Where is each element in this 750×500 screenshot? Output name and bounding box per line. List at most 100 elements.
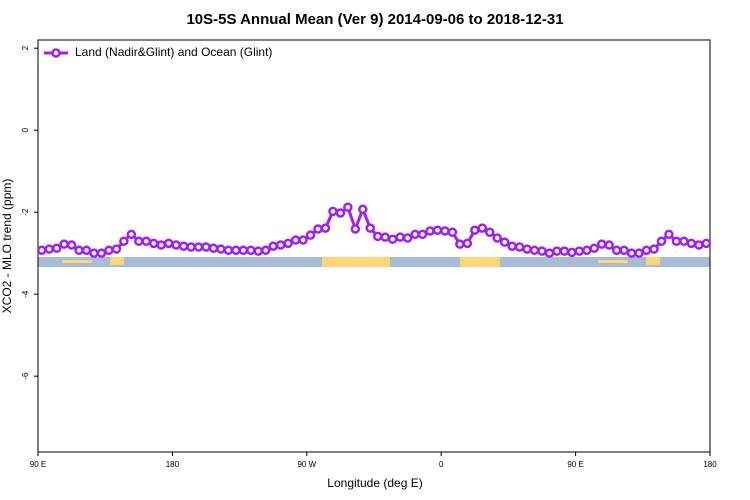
data-point	[365, 223, 376, 233]
y-tick-label: 0	[21, 127, 30, 132]
data-point	[387, 234, 398, 244]
x-axis-label: Longitude (deg E)	[327, 476, 422, 490]
data-point	[171, 240, 181, 250]
data-point	[328, 206, 338, 217]
data-point	[395, 232, 405, 242]
data-point	[216, 244, 226, 254]
data-point	[36, 245, 47, 256]
y-axis-label: XCO2 - MLO trend (ppm)	[0, 179, 14, 314]
data-point	[238, 245, 249, 256]
data-point	[163, 238, 174, 249]
data-point	[335, 208, 346, 218]
data-point	[81, 245, 92, 256]
data-point	[223, 245, 234, 256]
data-point	[649, 244, 659, 254]
data-point	[380, 232, 390, 242]
y-tick-label: 2	[21, 45, 30, 50]
data-point	[305, 230, 316, 240]
legend-marker	[51, 48, 61, 58]
data-point	[372, 231, 383, 242]
x-tick-label: 0	[439, 460, 444, 469]
x-tick-label: 180	[703, 460, 717, 469]
data-point	[589, 243, 600, 254]
data-point	[522, 244, 532, 254]
data-point	[447, 227, 458, 238]
data-point	[410, 229, 420, 240]
data-point	[641, 245, 652, 256]
data-point	[664, 229, 674, 240]
data-point	[492, 233, 502, 243]
data-point	[559, 246, 570, 256]
data-point	[208, 243, 219, 254]
data-point	[320, 223, 331, 233]
data-point	[432, 225, 443, 235]
data-point	[477, 223, 488, 233]
data-point	[134, 236, 144, 247]
data-point	[141, 236, 152, 247]
data-point	[514, 242, 525, 252]
data-point	[96, 248, 107, 258]
data-point	[611, 245, 622, 256]
data-point	[290, 235, 301, 245]
data-point	[358, 204, 368, 215]
map-strip	[38, 257, 710, 267]
data-point	[656, 236, 667, 247]
data-point	[634, 248, 644, 258]
data-point	[44, 244, 54, 254]
data-point	[268, 241, 278, 251]
data-point	[253, 246, 264, 256]
data-point	[544, 248, 555, 258]
data-point	[619, 245, 629, 256]
x-tick-label: 90 E	[567, 460, 583, 469]
data-point	[694, 240, 704, 250]
x-tick-label: 90 W	[297, 460, 316, 469]
data-point	[470, 225, 480, 235]
data-point	[104, 245, 114, 256]
data-point	[246, 245, 256, 256]
data-point	[701, 238, 712, 249]
data-point	[148, 238, 159, 249]
data-point	[567, 247, 577, 258]
data-point	[275, 240, 286, 250]
data-point	[626, 248, 637, 258]
data-point	[178, 241, 189, 251]
x-tick-label: 90 E	[30, 460, 46, 469]
data-point	[283, 238, 293, 249]
data-point	[402, 233, 413, 243]
data-point	[686, 238, 697, 249]
data-point	[343, 202, 353, 213]
data-point	[119, 236, 129, 247]
data-point	[51, 243, 62, 254]
data-point	[59, 239, 69, 249]
data-point	[425, 226, 435, 236]
chart-title: 10S-5S Annual Mean (Ver 9) 2014-09-06 to…	[186, 11, 563, 28]
data-point	[484, 227, 495, 238]
data-point	[440, 226, 450, 236]
data-point	[298, 235, 308, 245]
data-point	[260, 245, 271, 256]
data-point	[156, 240, 166, 250]
y-tick-label: -4	[21, 290, 30, 298]
data-point	[74, 245, 84, 256]
data-point	[126, 229, 137, 240]
legend-label: Land (Nadir&Glint) and Ocean (Glint)	[75, 45, 272, 59]
data-point	[499, 237, 510, 247]
y-tick-label: -2	[21, 208, 30, 216]
data-point	[582, 245, 592, 256]
data-point	[574, 246, 585, 256]
data-point	[596, 239, 607, 249]
data-point	[529, 245, 540, 256]
data-point	[455, 239, 465, 249]
data-point	[89, 248, 99, 258]
y-tick-label: -6	[21, 372, 30, 380]
data-point	[231, 245, 241, 256]
data-point	[111, 244, 122, 254]
data-point	[186, 242, 196, 252]
data-point	[679, 236, 689, 247]
data-point	[462, 238, 473, 249]
data-point	[537, 246, 547, 256]
data-point	[201, 242, 211, 252]
data-point	[671, 236, 682, 247]
data-point	[313, 224, 323, 234]
